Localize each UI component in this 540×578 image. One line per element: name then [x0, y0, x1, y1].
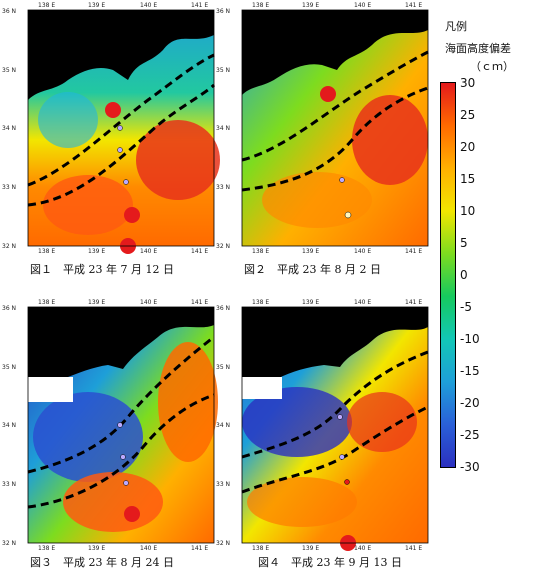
lon-tick: 140 E: [140, 299, 157, 306]
lat-tick: 32 N: [2, 540, 16, 547]
lon-tick: 138 E: [38, 248, 55, 255]
lat-axis: 36 N 35 N 34 N 33 N 32 N: [216, 8, 230, 250]
lon-tick: 141 E: [191, 248, 208, 255]
colorbar-tick: -25: [460, 428, 480, 442]
lat-axis: 36 N 35 N 34 N 33 N 32 N: [2, 305, 16, 547]
lon-tick: 140 E: [140, 248, 157, 255]
figure-caption-3: 図３ 平成 23 年 8 月 24 日: [30, 556, 174, 569]
lon-tick: 138 E: [252, 248, 269, 255]
lat-tick: 32 N: [216, 243, 230, 250]
colorbar-tick: 15: [460, 172, 476, 186]
lon-tick: 139 E: [88, 2, 105, 9]
lon-tick: 138 E: [38, 299, 55, 306]
lat-tick: 33 N: [2, 481, 16, 488]
colorbar-tick: 30: [460, 76, 476, 90]
lat-tick: 32 N: [2, 243, 16, 250]
lon-tick: 138 E: [252, 299, 269, 306]
lon-tick: 138 E: [38, 545, 55, 552]
lon-tick: 140 E: [140, 545, 157, 552]
lon-tick: 141 E: [191, 299, 208, 306]
colorbar-tick: -10: [460, 332, 480, 346]
lon-tick: 139 E: [302, 248, 319, 255]
lon-tick: 141 E: [405, 248, 422, 255]
lat-tick: 34 N: [216, 422, 230, 429]
sea-height-anomaly-map-1: 138 E 139 E 140 E 141 E 138 E 139 E 140 …: [2, 2, 220, 255]
lon-tick: 138 E: [38, 2, 55, 9]
legend-title: 凡例: [445, 20, 467, 33]
lon-tick: 140 E: [354, 299, 371, 306]
lon-tick: 138 E: [252, 2, 269, 9]
lon-tick: 140 E: [354, 2, 371, 9]
lat-tick: 32 N: [216, 540, 230, 547]
figure-caption-2: 図２ 平成 23 年 8 月 2 日: [244, 263, 381, 276]
map-panel-1: 138 E 139 E 140 E 141 E 138 E 139 E 140 …: [2, 2, 220, 255]
sea-height-anomaly-map-2: 138 E 139 E 140 E 141 E 138 E 139 E 140 …: [216, 2, 429, 255]
colorbar-tick: -20: [460, 396, 480, 410]
lat-tick: 36 N: [216, 305, 230, 312]
colorbar-tick: 5: [460, 236, 468, 250]
lat-tick: 33 N: [2, 184, 16, 191]
lat-tick: 35 N: [2, 364, 16, 371]
lon-axis: 138 E 139 E 140 E 141 E 138 E 139 E 140 …: [252, 299, 422, 552]
lon-axis: 138 E 139 E 140 E 141 E 138 E 139 E 140 …: [38, 299, 208, 552]
colorbar-tick: 0: [460, 268, 468, 282]
lat-tick: 35 N: [216, 67, 230, 74]
colorbar: [440, 82, 456, 468]
lat-axis: 36 N 35 N 34 N 33 N 32 N: [2, 8, 16, 250]
lat-tick: 33 N: [216, 481, 230, 488]
colorbar-tick: -30: [460, 460, 480, 474]
sea-height-anomaly-map-4: 138 E 139 E 140 E 141 E 138 E 139 E 140 …: [216, 299, 429, 552]
lon-tick: 141 E: [405, 2, 422, 9]
lat-tick: 35 N: [2, 67, 16, 74]
lon-tick: 139 E: [88, 248, 105, 255]
colorbar-labels: 30 25 20 15 10 5 0 -5 -10 -15 -20 -25 -3…: [460, 76, 504, 476]
lon-tick: 139 E: [302, 299, 319, 306]
lat-tick: 34 N: [216, 125, 230, 132]
map-panel-2: 138 E 139 E 140 E 141 E 138 E 139 E 140 …: [216, 2, 429, 255]
lon-tick: 139 E: [88, 545, 105, 552]
lon-tick: 140 E: [140, 2, 157, 9]
lat-tick: 36 N: [2, 8, 16, 15]
lon-tick: 139 E: [302, 2, 319, 9]
figure-caption-1: 図１ 平成 23 年 7 月 12 日: [30, 263, 174, 276]
lon-tick: 139 E: [302, 545, 319, 552]
map-panel-3: 138 E 139 E 140 E 141 E 138 E 139 E 140 …: [2, 299, 218, 552]
lat-tick: 36 N: [2, 305, 16, 312]
lon-tick: 141 E: [191, 2, 208, 9]
sea-height-anomaly-map-3: 138 E 139 E 140 E 141 E 138 E 139 E 140 …: [2, 299, 218, 552]
lat-axis: 36 N 35 N 34 N 33 N 32 N: [216, 305, 230, 547]
colorbar-tick: -5: [460, 300, 472, 314]
lon-tick: 141 E: [191, 545, 208, 552]
colorbar-tick: 25: [460, 108, 476, 122]
lon-tick: 140 E: [354, 248, 371, 255]
lon-tick: 138 E: [252, 545, 269, 552]
lat-tick: 34 N: [2, 422, 16, 429]
lon-axis: 138 E 139 E 140 E 141 E 138 E 139 E 140 …: [38, 2, 208, 255]
lat-tick: 36 N: [216, 8, 230, 15]
colorbar-tick: 10: [460, 204, 476, 218]
lon-tick: 140 E: [354, 545, 371, 552]
lon-tick: 139 E: [88, 299, 105, 306]
lat-tick: 35 N: [216, 364, 230, 371]
lon-tick: 141 E: [405, 545, 422, 552]
legend-subtitle: 海面高度偏差: [445, 42, 511, 55]
map-panel-4: 138 E 139 E 140 E 141 E 138 E 139 E 140 …: [216, 299, 429, 552]
figure-caption-4: 図４ 平成 23 年 9 月 13 日: [258, 556, 402, 569]
lon-tick: 141 E: [405, 299, 422, 306]
colorbar-tick: 20: [460, 140, 476, 154]
lat-tick: 34 N: [2, 125, 16, 132]
colorbar-tick: -15: [460, 364, 480, 378]
lat-tick: 33 N: [216, 184, 230, 191]
lon-axis: 138 E 139 E 140 E 141 E 138 E 139 E 140 …: [252, 2, 422, 255]
legend-unit: （ｃｍ）: [470, 60, 514, 73]
